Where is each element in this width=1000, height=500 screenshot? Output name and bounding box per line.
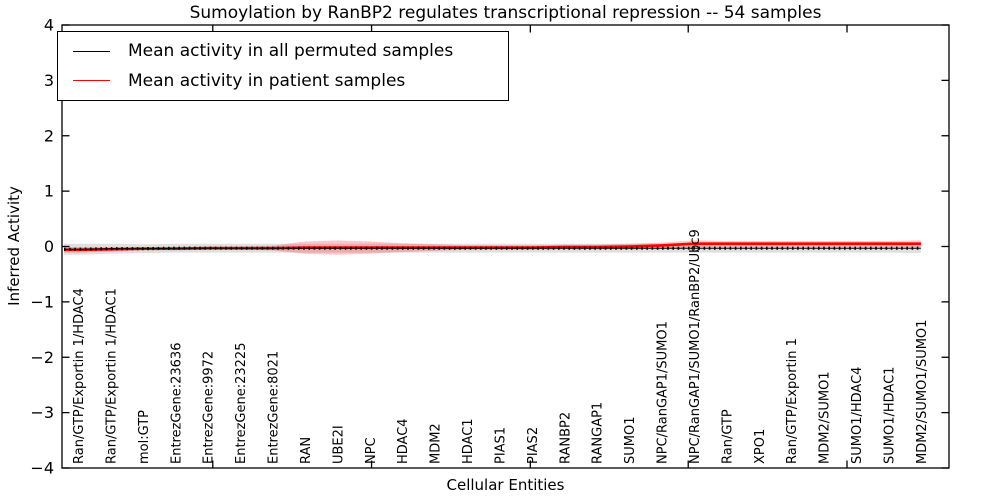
x-category-label: EntrezGene:23636 [169,343,184,464]
x-category-label: MDM2/SUMO1 [818,371,833,464]
x-category-label: SUMO1 [623,417,638,465]
x-category-label: NPC/RanGAP1/SUMO1 [656,321,671,464]
x-category-label: Ran/GTP/Exportin 1/HDAC1 [104,288,119,464]
x-category-label: PIAS1 [493,427,508,464]
legend-label-patient: Mean activity in patient samples [128,70,406,91]
x-category-label: MDM2 [429,423,444,464]
band-permuted-std [64,243,921,255]
y-tick-label: −2 [30,348,54,367]
legend: Mean activity in all permuted samples Me… [57,31,509,101]
x-category-label: Ran/GTP/Exportin 1/HDAC4 [72,288,87,464]
series-line-permuted [64,247,921,250]
legend-item-patient: Mean activity in patient samples [58,71,508,91]
x-category-label: HDAC1 [461,418,476,464]
x-category-label: PIAS2 [526,427,541,464]
chart-title: Sumoylation by RanBP2 regulates transcri… [189,3,822,23]
legend-line-permuted-sample [73,50,110,52]
y-tick-label: 4 [44,16,54,35]
x-category-label: HDAC4 [396,418,411,464]
x-category-label: SUMO1/HDAC4 [850,367,865,464]
x-category-label: EntrezGene:9972 [202,351,217,464]
y-axis-label: Inferred Activity [5,186,23,306]
x-axis-label: Cellular Entities [446,476,565,494]
y-tick-label: −1 [30,292,54,311]
x-category-label: RANBP2 [558,412,573,464]
legend-line-patient-sample [73,80,110,82]
y-tick-label: 2 [44,126,54,145]
x-category-label: RAN [299,437,314,464]
x-category-label: XPO1 [753,429,768,464]
y-tick-label: 1 [44,182,54,201]
y-tick-label: −4 [30,459,54,478]
x-category-label: Ran/GTP/Exportin 1 [785,338,800,464]
y-tick-label: −3 [30,403,54,422]
x-category-label: NPC/RanGAP1/SUMO1/RanBP2/Ubc9 [688,229,703,464]
y-tick-label: 0 [44,237,54,256]
x-category-label: mol:GTP [137,410,152,464]
legend-item-permuted: Mean activity in all permuted samples [58,41,508,61]
x-category-label: EntrezGene:23225 [234,343,249,464]
x-category-label: NPC [364,437,379,464]
x-category-label: MDM2/SUMO1/SUMO1 [915,320,930,464]
x-category-label: RANGAP1 [591,402,606,464]
x-category-label: EntrezGene:8021 [267,351,282,464]
x-category-label: Ran/GTP [720,409,735,464]
x-category-label: SUMO1/HDAC1 [883,367,898,464]
y-tick-label: 3 [44,71,54,90]
x-category-label: UBE2I [331,425,346,464]
legend-label-permuted: Mean activity in all permuted samples [128,41,454,62]
